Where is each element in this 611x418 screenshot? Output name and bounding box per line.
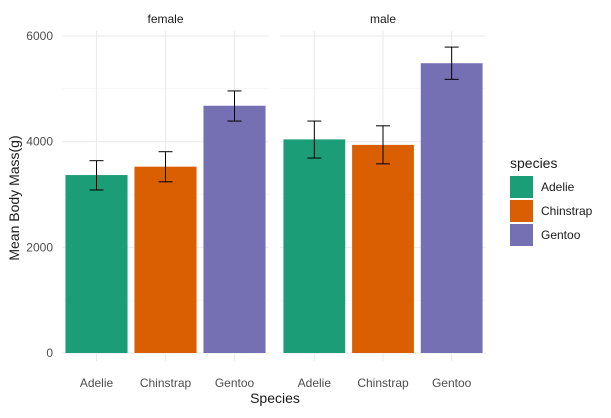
legend-label-gentoo: Gentoo bbox=[541, 228, 581, 242]
bar-male-adelie bbox=[283, 139, 346, 353]
labels-layer: female Adelie Chinstrap Gentoo male Adelie Chi… bbox=[26, 12, 471, 390]
facet-label-male: male bbox=[370, 12, 396, 26]
legend-label-adelie: Adelie bbox=[541, 180, 575, 194]
y-tick-label: 0 bbox=[46, 346, 53, 360]
bar-female-chinstrap bbox=[134, 166, 197, 353]
y-axis-title: Mean Body Mass(g) bbox=[6, 135, 22, 260]
x-tick-label-gentoo: Gentoo bbox=[432, 376, 472, 390]
bar-male-chinstrap bbox=[352, 144, 414, 353]
x-tick-label-chinstrap: Chinstrap bbox=[140, 376, 192, 390]
error-bars-layer bbox=[89, 46, 459, 191]
bar-female-gentoo bbox=[203, 105, 266, 354]
legend: species Adelie Chinstrap Gentoo bbox=[510, 155, 593, 246]
x-tick-label-adelie: Adelie bbox=[298, 376, 332, 390]
bar-female-adelie bbox=[65, 175, 128, 353]
x-tick-label-adelie: Adelie bbox=[80, 376, 114, 390]
x-tick-label-gentoo: Gentoo bbox=[215, 376, 255, 390]
facet-label-female: female bbox=[147, 12, 183, 26]
legend-key-chinstrap bbox=[510, 200, 533, 222]
legend-title: species bbox=[510, 155, 557, 171]
y-tick-label: 6000 bbox=[26, 29, 53, 43]
bar-male-gentoo bbox=[420, 63, 483, 353]
legend-key-adelie bbox=[510, 176, 533, 198]
legend-label-chinstrap: Chinstrap bbox=[541, 204, 593, 218]
bars-layer bbox=[65, 63, 483, 354]
y-tick-label: 2000 bbox=[26, 240, 53, 254]
x-axis-title: Species bbox=[250, 390, 300, 406]
y-tick-label: 4000 bbox=[26, 135, 53, 149]
x-tick-label-chinstrap: Chinstrap bbox=[357, 376, 409, 390]
legend-key-gentoo bbox=[510, 224, 533, 246]
